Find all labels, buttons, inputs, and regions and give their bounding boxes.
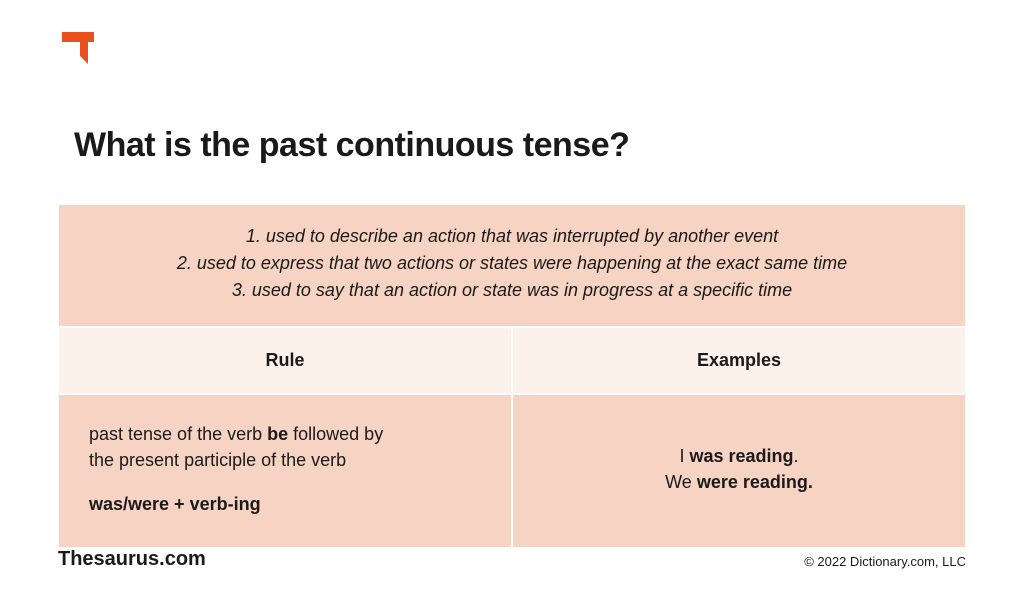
example-bold: was reading (689, 446, 793, 466)
footer-copyright: © 2022 Dictionary.com, LLC (804, 554, 966, 569)
table-body-row: past tense of the verb be followed by th… (59, 393, 965, 547)
rule-line-2: the present participle of the verb (89, 447, 481, 473)
definition-item: used to say that an action or state was … (177, 277, 847, 304)
header-examples: Examples (511, 326, 965, 393)
content-card: used to describe an action that was inte… (58, 204, 966, 548)
example-text: I (679, 446, 689, 466)
rule-line-1: past tense of the verb be followed by (89, 421, 481, 447)
example-text: We (665, 472, 697, 492)
examples-cell: I was reading. We were reading. (511, 393, 965, 547)
definition-item: used to describe an action that was inte… (177, 223, 847, 250)
example-2: We were reading. (665, 469, 813, 495)
definitions-block: used to describe an action that was inte… (59, 205, 965, 326)
rule-text: followed by (288, 424, 383, 444)
example-1: I was reading. (679, 443, 798, 469)
header-rule: Rule (59, 326, 511, 393)
brand-logo-icon (58, 28, 98, 73)
example-text: . (794, 446, 799, 466)
definitions-list: used to describe an action that was inte… (177, 223, 847, 304)
example-bold: were reading. (697, 472, 813, 492)
footer-brand: Thesaurus.com (58, 548, 206, 571)
page-title: What is the past continuous tense? (74, 126, 629, 165)
definition-item: used to express that two actions or stat… (177, 250, 847, 277)
rule-cell: past tense of the verb be followed by th… (59, 393, 511, 547)
table-header-row: Rule Examples (59, 326, 965, 393)
rule-bold: be (267, 424, 288, 444)
rule-text: past tense of the verb (89, 424, 267, 444)
rule-formula: was/were + verb-ing (89, 491, 481, 517)
